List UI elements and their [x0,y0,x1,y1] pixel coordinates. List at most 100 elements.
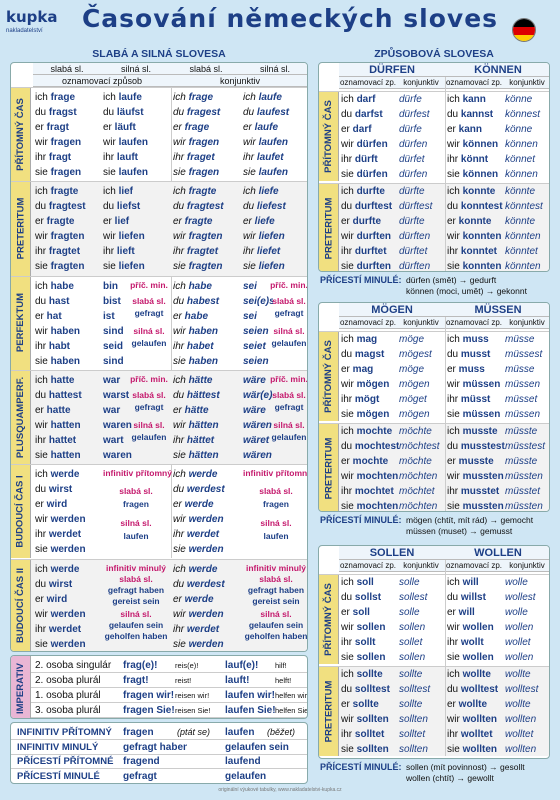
modal-conjugation-cell: wolle [505,577,528,588]
imperative-cell: helfen Sie! [275,706,308,715]
form-strong: gelaufen sein [225,741,289,753]
conjugation-cell: ich frage [35,92,76,103]
modal-conjugation-cell: sie durften [341,261,392,272]
tense-label-3: PLUSQUAMPERF. [11,369,31,465]
participle-line-1: mögen (chtít, mít rád) → gemocht [406,515,534,525]
modal-conjugation-cell: sie konnten [447,261,502,272]
conjugation-cell: ihr habet [173,340,214,352]
modal-conjugation-cell: könntet [505,246,538,257]
conjugation-cell: ich werde [35,563,80,575]
note-weak-form: gefragt haben [247,584,305,595]
note-weak-form-2: gereist sein [252,595,300,606]
conjugation-cell: ist [103,310,115,322]
modal-conjugation-cell: ihr dürft [341,154,378,165]
tense-label-text: PŘÍTOMNÝ ČAS [15,97,27,171]
modal-conjugation-cell: dürfte [399,186,425,197]
note-strong-label: silná sl. [133,325,165,336]
conjugation-cell: du läufst [103,107,144,118]
note-strong-label: silná sl. [120,608,152,619]
divider [319,423,549,424]
conjugation-cell: du hättest [173,389,220,401]
conjugation-cell: ich laufe [103,92,142,103]
modal-conjugation-cell: wir mussten [447,471,504,482]
modal-conjugation-cell: du mochtest [341,441,399,452]
row-shade [339,423,549,511]
conjugation-cell: wir fragen [35,137,82,148]
tense-label-text: BUDOUCÍ ČAS I [15,475,26,548]
tense-label-5: BUDOUCÍ ČAS II [11,558,31,651]
conjugation-cell: seid [103,340,124,352]
conjugation-cell: sie werden [35,544,86,556]
modal-conjugation-cell: sollte [399,699,423,710]
note-participle-label: příč. min. [130,373,168,384]
form-label: PŘÍCESTÍ PŘÍTOMNÉ [17,756,114,767]
conjugation-cell: ihr laufet [243,152,284,163]
note-strong-form: gelaufen sein [248,619,304,630]
conjugation-cell: wir haben [35,325,81,337]
note-strong-label: silná sl. [273,325,305,336]
konjunktiv-header: konjunktiv [171,75,307,87]
modal-conjugation-cell: wir durften [341,231,392,242]
conjugation-cell: ihr fragt [35,152,72,163]
modal-tense-label: PRETERITUM [319,666,339,756]
participle-label: PŘÍCESTÍ MINULÉ: [320,762,402,772]
modal-tense-label-text: PRETERITUM [323,197,334,259]
modal-conjugation-cell: ihr könnt [447,154,489,165]
modal-conjugation-cell: solle [399,577,420,588]
imperative-cell: 3. osoba plurál [35,705,101,716]
modal-conjugation-cell: könnet [505,154,536,165]
modal-conjugation-cell: er wollte [447,699,488,710]
divider [31,672,307,673]
conjugation-cell: er fragte [173,216,213,228]
form-weak: fragen [123,727,154,738]
modal-conjugation-cell: du musst [447,349,491,360]
conjugation-cell: wir werden [173,514,224,526]
conjugation-cell: sei [243,310,257,322]
modal-conjugation-cell: ich durfte [341,186,385,197]
form-weak: fragend [123,756,160,767]
note-strong-form: gelaufen [131,337,167,348]
modal-conjugation-cell: dürftest [399,201,433,212]
divider [11,768,307,769]
modal-conjugation-cell: sie können [447,169,499,180]
imperative-label: IMPERATIV [11,656,31,718]
conjugation-cell: wär(e)st [243,389,273,401]
conjugation-cell: wir hatten [35,419,81,431]
conjugation-cell: wir fragen [173,137,220,148]
modal-conjugation-cell: er musste [447,456,494,467]
divider [11,558,307,560]
form-weak: gefragt [123,770,157,782]
indicative-header: oznamovací zp. [339,560,397,572]
modal-conjugation-cell: er durfte [341,216,382,227]
conjugation-cell: ich werde [173,469,218,481]
verb-forms-table: INFINITIV PŘÍTOMNÝ fragen (ptát se) laufen (… [10,722,308,784]
conjugation-cell: seiet [243,340,266,352]
conjugation-cell: sie liefen [103,261,145,273]
conjugation-cell: du fragtest [35,201,86,213]
form-strong: laufen [225,727,255,738]
conjugation-cell: wir haben [173,325,219,337]
modal-conjugation-cell: könne [505,124,533,135]
conjugation-cell: er hatte [35,404,71,416]
note-participle-label: příč. min. [270,279,308,290]
conjugation-cell: du fragest [173,107,221,118]
note-weak-form: fragen [123,499,149,510]
modal-conjugation-cell: dürfte [399,216,425,227]
note-weak-label: slabá sl. [132,295,166,306]
conjugation-cell: sie fragen [35,167,82,178]
note-strong-form: laufen [123,531,149,542]
modal-conjugation-cell: möchtest [399,441,440,452]
conjugation-cell: wir werden [35,608,86,620]
modal-tense-label: PŘÍTOMNÝ ČAS [319,91,339,181]
modal-conjugation-cell: sie mussten [447,501,504,512]
modal-conjugation-cell: du konntest [447,201,503,212]
modal-tense-label: PŘÍTOMNÝ ČAS [319,574,339,664]
tense-label-2: PERFEKTUM [11,275,31,370]
conjugation-cell: ihr werdet [35,623,82,635]
modal-conjugation-cell: ihr mochtet [341,486,394,497]
conjugation-cell: er hätte [173,404,209,416]
conjugation-cell: war [103,404,121,416]
indicative-header: oznamovací zp. [339,77,397,89]
conjugation-cell: er frage [173,122,210,133]
modal-conjugation-cell: er konnte [447,216,492,227]
